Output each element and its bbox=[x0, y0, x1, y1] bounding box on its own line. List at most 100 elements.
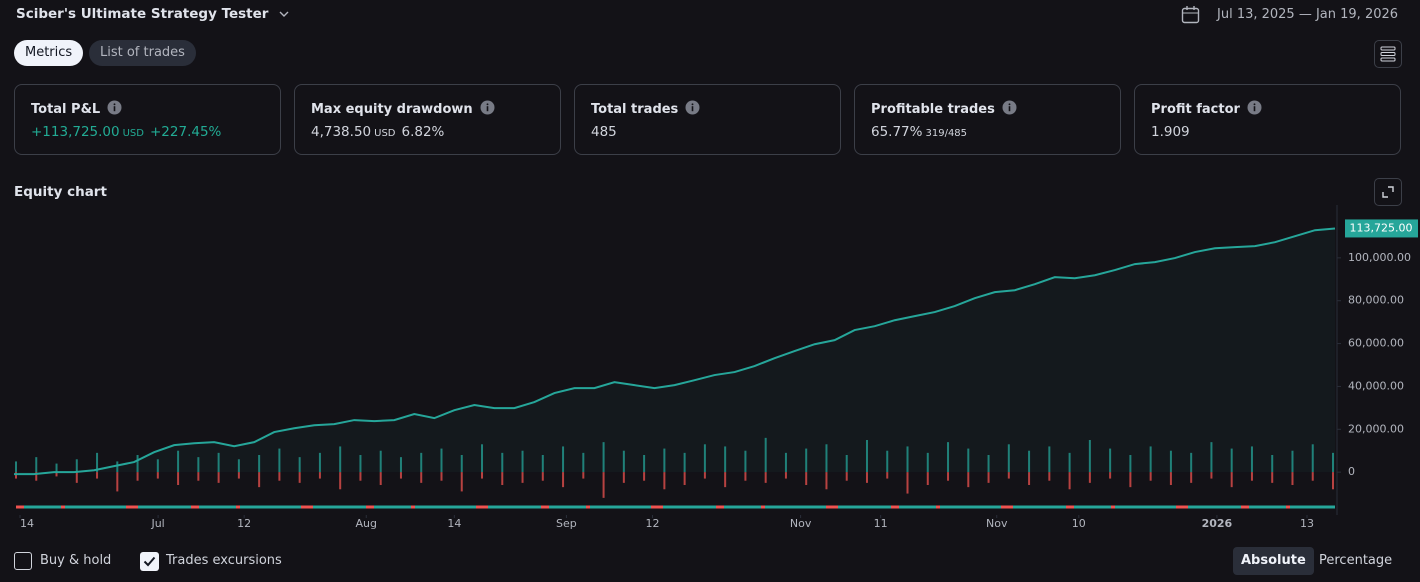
metric-label-text: Total P&L bbox=[31, 102, 101, 117]
excursion-bar bbox=[1169, 450, 1172, 473]
excursion-bar bbox=[217, 452, 220, 473]
excursion-bar bbox=[562, 446, 565, 473]
excursion-bar bbox=[1291, 472, 1294, 485]
excursion-bar bbox=[237, 459, 240, 473]
checkbox-label[interactable]: Trades excursions bbox=[166, 553, 282, 568]
excursion-bar bbox=[643, 472, 646, 481]
toggle-absolute[interactable]: Absolute bbox=[1233, 547, 1314, 575]
excursion-bar bbox=[379, 472, 382, 485]
info-icon[interactable] bbox=[1247, 100, 1262, 115]
metric-extra: +227.45% bbox=[149, 124, 222, 140]
metric-unit: USD bbox=[122, 128, 144, 139]
excursion-bar bbox=[55, 463, 58, 473]
excursion-bar bbox=[987, 455, 990, 473]
last-value-label: 113,725.00 bbox=[1350, 221, 1413, 234]
tab-list-of-trades[interactable]: List of trades bbox=[89, 40, 196, 66]
excursion-bar bbox=[663, 448, 666, 473]
excursion-bar bbox=[197, 472, 200, 481]
excursion-bar bbox=[784, 452, 787, 473]
excursion-bar bbox=[1332, 452, 1334, 473]
metric-card: Max equity drawdown 4,738.50 USD 6.82% bbox=[294, 84, 561, 155]
info-icon[interactable] bbox=[107, 100, 122, 115]
x-tick-label: Aug bbox=[356, 517, 377, 530]
metric-value: 4,738.50 bbox=[311, 124, 372, 140]
excursion-bar bbox=[339, 472, 342, 490]
excursion-bar bbox=[1169, 472, 1172, 485]
excursion-bar bbox=[1230, 472, 1233, 488]
excursion-bar bbox=[1149, 446, 1152, 473]
checkbox-buy-hold[interactable] bbox=[14, 552, 32, 570]
x-tick-label: Sep bbox=[556, 517, 577, 530]
y-tick-label: 80,000.00 bbox=[1348, 294, 1404, 307]
y-tick-label: 100,000.00 bbox=[1348, 251, 1411, 264]
excursion-bar bbox=[359, 455, 362, 473]
excursion-bar bbox=[622, 472, 625, 483]
excursion-bar bbox=[886, 450, 889, 473]
excursion-bar bbox=[359, 472, 362, 481]
excursion-bar bbox=[886, 472, 889, 479]
metric-value-row: 485 bbox=[591, 124, 617, 140]
excursion-bar bbox=[906, 446, 909, 473]
excursion-bar bbox=[15, 472, 17, 479]
excursion-bar bbox=[1088, 472, 1091, 483]
excursion-bar bbox=[1028, 472, 1031, 485]
y-tick-label: 60,000.00 bbox=[1348, 337, 1404, 350]
excursion-bar bbox=[177, 450, 180, 473]
strategy-name[interactable]: Sciber's Ultimate Strategy Tester bbox=[16, 6, 269, 22]
excursion-bar bbox=[1190, 472, 1193, 483]
excursion-bar bbox=[1088, 440, 1091, 473]
excursion-bar bbox=[926, 472, 929, 485]
excursion-bar bbox=[35, 472, 38, 481]
excursion-bar bbox=[1250, 446, 1253, 473]
excursion-bar bbox=[116, 472, 119, 492]
excursion-bar bbox=[825, 444, 828, 473]
excursion-bar bbox=[1028, 450, 1031, 473]
x-tick-label: Nov bbox=[790, 517, 812, 530]
metric-card: Total P&L +113,725.00 USD +227.45% bbox=[14, 84, 281, 155]
metric-value-row: 65.77% 319/485 bbox=[871, 124, 967, 140]
excursion-bar bbox=[744, 450, 747, 473]
excursion-bar bbox=[926, 452, 929, 473]
info-icon[interactable] bbox=[685, 100, 700, 115]
excursion-bar bbox=[1129, 455, 1132, 473]
metric-label-text: Profitable trades bbox=[871, 102, 995, 117]
toggle-percentage[interactable]: Percentage bbox=[1319, 553, 1393, 568]
strategy-title[interactable]: Sciber's Ultimate Strategy Tester bbox=[16, 6, 289, 22]
metric-label-text: Profit factor bbox=[1151, 102, 1240, 117]
expand-button[interactable] bbox=[1374, 178, 1402, 206]
metric-card: Profit factor 1.909 bbox=[1134, 84, 1401, 155]
checkbox-trades-excursions[interactable] bbox=[140, 552, 159, 571]
excursion-bar bbox=[1271, 455, 1274, 473]
excursion-bar bbox=[1048, 472, 1051, 481]
excursion-bar bbox=[865, 472, 868, 483]
excursion-bar bbox=[987, 472, 990, 483]
excursion-bar bbox=[1210, 472, 1213, 479]
excursion-bar bbox=[602, 442, 605, 473]
excursion-bar bbox=[440, 448, 443, 473]
excursion-bar bbox=[865, 440, 868, 473]
excursion-bar bbox=[1210, 442, 1213, 473]
checkbox-label[interactable]: Buy & hold bbox=[40, 553, 112, 568]
info-icon[interactable] bbox=[1002, 100, 1017, 115]
excursion-bar bbox=[1109, 448, 1112, 473]
metric-label: Total trades bbox=[591, 100, 700, 117]
metric-value: 485 bbox=[591, 124, 617, 140]
excursion-bar bbox=[96, 472, 99, 479]
excursion-bar bbox=[481, 444, 484, 473]
excursion-bar bbox=[622, 450, 625, 473]
info-icon[interactable] bbox=[480, 100, 495, 115]
date-range[interactable]: Jul 13, 2025 — Jan 19, 2026 bbox=[1217, 7, 1399, 22]
excursion-bar bbox=[764, 472, 767, 483]
excursion-bar bbox=[947, 442, 950, 473]
tab-metrics[interactable]: Metrics bbox=[14, 40, 84, 66]
excursion-bar bbox=[1230, 448, 1233, 473]
excursion-bar bbox=[35, 457, 38, 473]
calendar-icon[interactable] bbox=[1181, 5, 1200, 24]
excursion-bar bbox=[703, 472, 706, 479]
metric-label: Profit factor bbox=[1151, 100, 1262, 117]
layout-menu-button[interactable] bbox=[1374, 40, 1402, 68]
x-tick-label: Nov bbox=[986, 517, 1008, 530]
excursion-bar bbox=[805, 448, 808, 473]
x-tick-label: 14 bbox=[20, 517, 34, 530]
